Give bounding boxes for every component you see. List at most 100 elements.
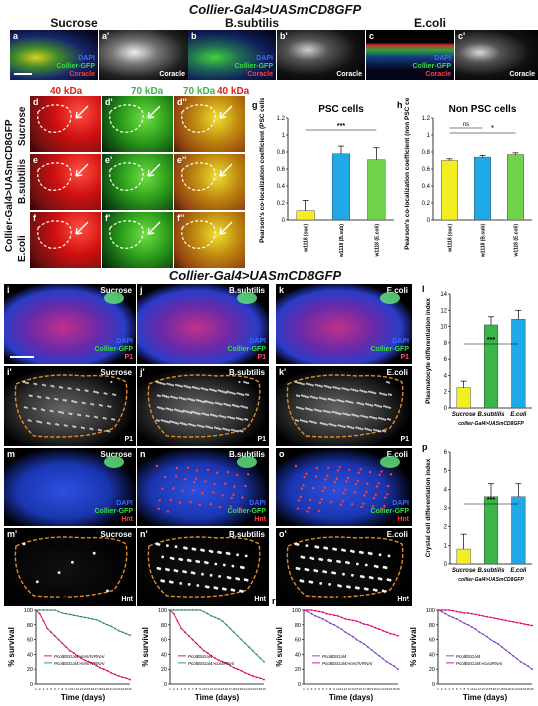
x-tick-label: 8 — [329, 687, 331, 691]
cell-dot — [156, 406, 159, 409]
channel-label: Collier-GFP — [94, 346, 133, 353]
cell-dot — [308, 408, 311, 411]
cell-signal — [294, 456, 400, 513]
y-tick-label: 0.8 — [422, 150, 431, 156]
cell-dot — [388, 406, 392, 409]
channel-label: Collier-GFP — [370, 508, 409, 515]
cell-dot — [232, 417, 235, 420]
y-tick-label: 10 — [440, 325, 447, 331]
hnt-dot — [354, 483, 358, 486]
x-tick-label: 3 — [43, 687, 45, 691]
series-point — [202, 649, 205, 652]
series-point — [117, 675, 120, 677]
cell-dot — [166, 544, 169, 547]
cell-dot — [372, 391, 375, 394]
cell-dot — [157, 543, 161, 546]
x-tick-label: 16 — [359, 687, 363, 691]
cell-dot — [100, 404, 103, 407]
psc-gfp-spot — [104, 292, 124, 304]
series-point — [463, 612, 466, 614]
x-tick-label: 19 — [504, 687, 508, 691]
cell-dot — [174, 383, 178, 386]
x-tick-label: 22 — [247, 687, 251, 691]
cell-dot — [342, 400, 345, 403]
hnt-dot — [246, 473, 250, 476]
chart-h-non-psc-cells: h Non PSC cells 0 0.2 0.4 0.6 0.8 1 1.2 Pearson's… — [397, 98, 532, 258]
cell-dot — [311, 396, 314, 399]
cell-dot — [386, 380, 389, 384]
hnt-dot — [296, 507, 300, 510]
cell-dot — [339, 584, 342, 588]
series-point — [489, 616, 492, 619]
series-point — [206, 612, 209, 615]
cell-dot — [45, 396, 48, 399]
cell-dot — [175, 409, 178, 412]
cell-dot — [214, 562, 218, 566]
x-tick-label: 17 — [228, 687, 232, 691]
hnt-dot — [320, 498, 323, 501]
channel-label: P1 — [400, 436, 409, 443]
channel-label: Coracle — [425, 71, 451, 78]
hnt-dot — [317, 509, 320, 513]
cell-dot — [167, 407, 170, 411]
cell-dot — [30, 394, 33, 398]
x-tick-label: 23 — [519, 687, 523, 691]
cell-dot — [384, 430, 387, 433]
hnt-dot — [306, 510, 309, 513]
x-tick-label: 21 — [378, 687, 382, 691]
cell-dot — [187, 397, 190, 400]
cell-dot — [365, 402, 368, 405]
cell-dot — [379, 392, 382, 395]
series-point — [531, 624, 533, 627]
cell-dot — [209, 426, 212, 429]
cell-dot — [189, 398, 192, 401]
cell-dot — [320, 397, 323, 400]
cell-dot — [348, 585, 351, 589]
hnt-dot — [377, 482, 380, 485]
chart-letter: l — [422, 284, 425, 294]
channel-label: P1 — [257, 354, 266, 361]
x-tick-label: 11 — [474, 687, 477, 691]
series-point — [240, 638, 243, 641]
series-point — [385, 631, 388, 634]
series-point — [333, 623, 335, 626]
x-tick-label: 12 — [478, 687, 482, 691]
cell-dot — [210, 550, 214, 553]
channel-label: Hnt — [121, 516, 133, 523]
channel-labels: P1 — [257, 436, 266, 444]
cell-dot — [174, 545, 178, 549]
y-tick-label: 8 — [444, 341, 448, 347]
series-point — [195, 609, 198, 611]
cell-dot — [365, 391, 368, 394]
cell-dot — [369, 403, 372, 407]
x-tick-label: 1 — [303, 687, 305, 691]
series-point — [221, 620, 224, 622]
cell-dot — [183, 423, 186, 426]
chart-letter: r — [272, 596, 276, 606]
y-tick-label: 1 — [444, 543, 448, 549]
x-tick-label: 11 — [340, 687, 343, 691]
cell-dot — [191, 386, 195, 389]
coloc-panel-d: d — [30, 96, 101, 152]
series-point — [444, 612, 447, 615]
chart-g-psc-cells: g PSC cells 0 0.2 0.4 0.6 0.8 1 1.2 Pearson's co-… — [252, 98, 394, 258]
cell-dot — [71, 400, 74, 403]
series-point — [35, 609, 37, 611]
series-point — [344, 618, 347, 620]
series-point — [206, 652, 209, 654]
cell-dot — [376, 404, 379, 407]
cell-dot — [363, 390, 366, 393]
arrow-icon — [219, 163, 233, 177]
cell-dot — [329, 398, 332, 401]
cell-dot — [374, 392, 377, 395]
chart-letter: g — [252, 100, 258, 110]
cell-dot — [185, 546, 188, 550]
cell-dot — [59, 411, 63, 414]
cell-dot — [110, 380, 113, 384]
cell-dot — [163, 394, 166, 398]
cell-dot — [114, 393, 117, 396]
x-tick-label: 13 — [79, 687, 83, 691]
hnt-dot — [213, 483, 216, 486]
lymph-panel-j: j B.subtilis DAPI Collier-GFP P1 — [137, 284, 269, 364]
cell-dot — [187, 583, 191, 586]
